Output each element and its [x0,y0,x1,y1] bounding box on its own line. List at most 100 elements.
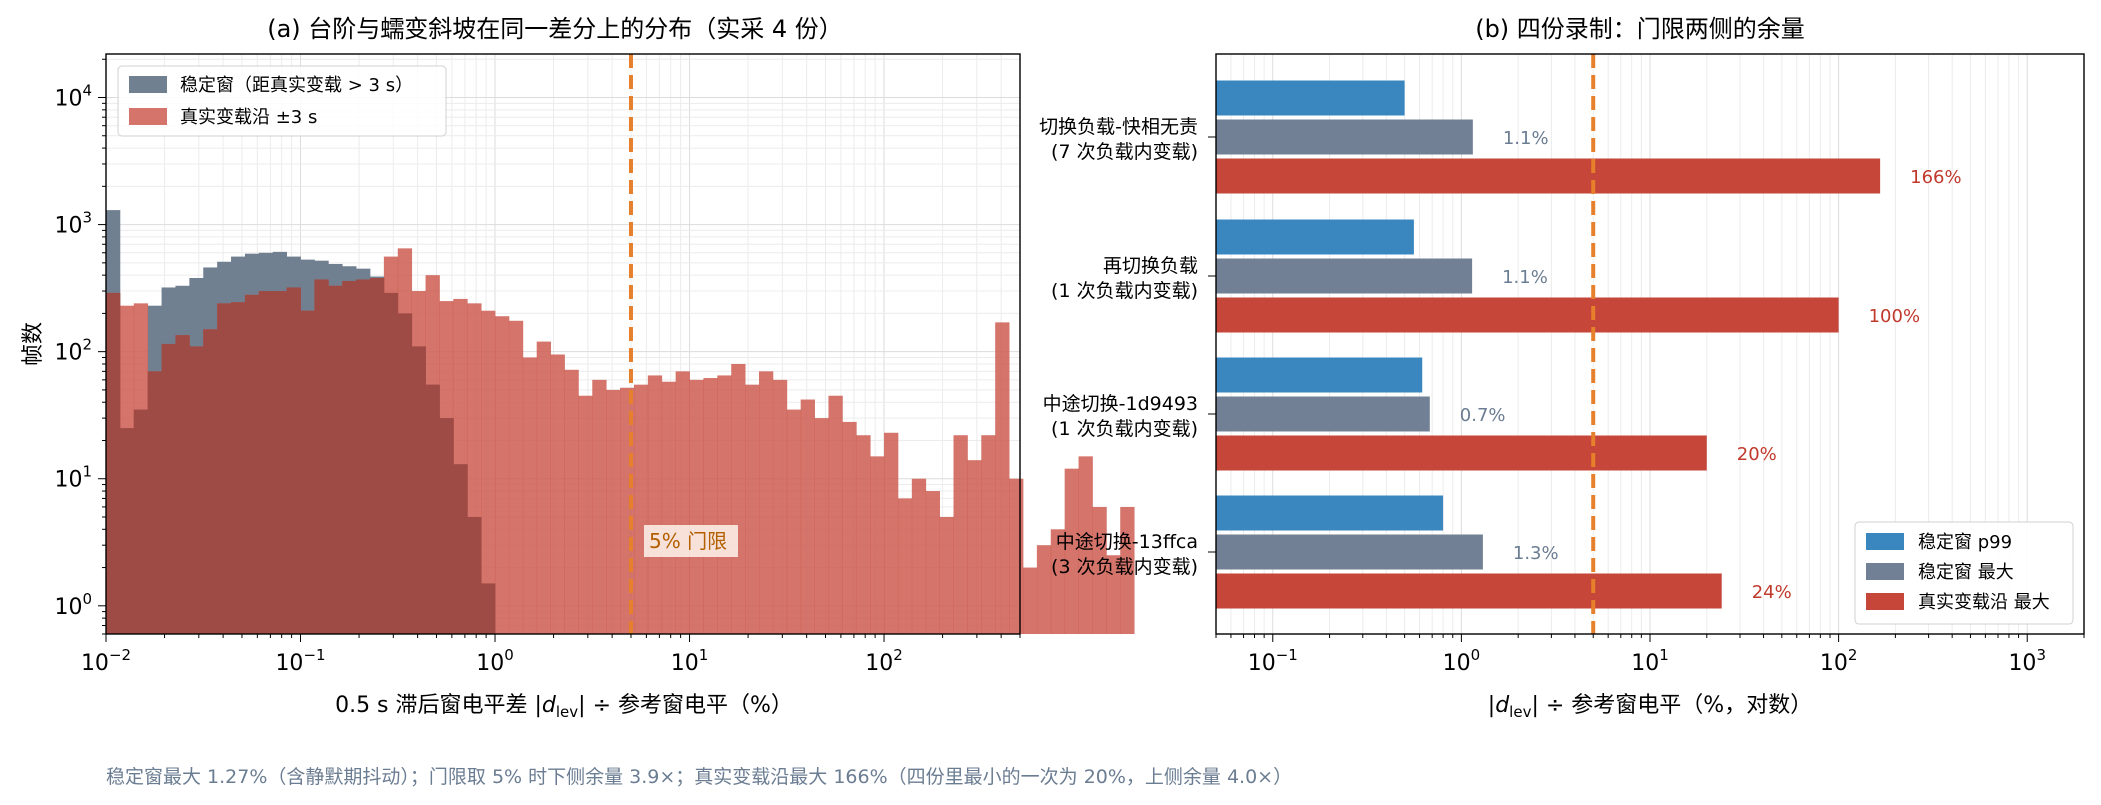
panel-a-bars [106,210,1135,635]
bar-value-label: 1.1% [1503,128,1549,149]
histogram-bar-edge [884,432,899,634]
bar-steady-p99 [1216,495,1444,531]
histogram-bar-overlap [369,277,385,634]
histogram-bar-edge [536,341,551,634]
histogram-bar-edge [1078,456,1093,634]
x-tick-label: 100 [1443,646,1481,676]
x-tick-label: 100 [476,646,514,676]
histogram-bar-edge [786,409,802,634]
legend-b-swatch-steady-max [1866,563,1904,580]
histogram-bar-edge [620,387,635,634]
threshold-label: 5% 门限 [649,529,727,553]
histogram-bar-edge [689,379,704,634]
panel-b-annotations: 1.1% 166% 1.1% 100% 0.7% 20% 1.3% 24% [1460,128,1962,603]
y-tick-label: 101 [54,463,92,493]
legend-b-label-p99: 稳定窗 p99 [1918,532,2012,553]
histogram-bar-edge [745,384,760,634]
histogram-bar-edge [508,320,524,634]
bar-edge-max [1216,435,1707,471]
x-tick-label: 102 [865,646,903,676]
panel-a-xlabel: 0.5 s 滞后窗电平差 |dlev| ÷ 参考窗电平（%） [335,693,793,721]
histogram-bar-edge [981,435,996,634]
histogram-bar-overlap [286,287,301,634]
bar-value-label: 166% [1910,167,1961,188]
histogram-bar-overlap [453,464,468,634]
bar-edge-max [1216,573,1722,609]
histogram-bar-overlap [328,285,343,634]
histogram-bar-overlap [217,303,232,634]
histogram-bar-edge [633,384,649,634]
bar-steady-max [1216,119,1473,155]
histogram-bar-edge [870,456,885,634]
histogram-bar-overlap [147,371,162,634]
bar-steady-max [1216,396,1430,432]
category-label: 切换负载-快相无责 [1039,116,1198,138]
histogram-bar-edge [1050,529,1066,634]
legend-a-label-edge: 真实变载沿 ±3 s [180,107,317,128]
histogram-panel: (a) 台阶与蠕变斜坡在同一差分上的分布（实采 4 份） 5% 门限 10−2 1… [21,15,1135,721]
bar-steady-p99 [1216,357,1423,393]
panel-b-x-ticks: 10−1 100 101 102 103 [1248,646,2046,676]
bar-value-label: 1.1% [1502,267,1548,288]
histogram-bar-edge [1064,468,1079,634]
histogram-bar-edge [1092,506,1107,634]
histogram-bar-overlap [161,343,176,634]
panel-b-xlabel: |dlev| ÷ 参考窗电平（%，对数） [1488,693,1812,721]
bar-value-label: 0.7% [1460,405,1506,426]
histogram-bar-edge [856,435,871,634]
x-tick-label: 102 [1820,646,1858,676]
histogram-bar-overlap [342,280,357,634]
bar-edge-max [1216,297,1839,333]
bar-value-label: 20% [1737,444,1777,465]
panel-b-bars [1216,80,1881,609]
histogram-bar-overlap [300,310,315,634]
category-label: 中途切换-13ffca [1056,531,1198,553]
histogram-bar-edge [925,491,941,634]
histogram-bar-overlap [383,292,399,634]
x-tick-label: 101 [671,646,709,676]
histogram-bar-overlap [425,384,440,634]
panel-a-ylabel: 帧数 [21,322,46,366]
panel-a-title: (a) 台阶与蠕变斜坡在同一差分上的分布（实采 4 份） [267,15,843,43]
histogram-bar-overlap [411,346,426,634]
histogram-bar-overlap [272,291,288,634]
bar-edge-max [1216,158,1881,194]
histogram-bar-overlap [189,346,204,634]
histogram-bar-edge [675,371,690,634]
category-sublabel: (1 次负载内变载) [1051,418,1198,440]
panel-a-frame [105,53,1021,635]
histogram-bar-edge [550,354,565,634]
histogram-bar-overlap [119,428,135,634]
panel-a-y-ticks: 100 101 102 103 104 [54,82,92,620]
legend-b: 稳定窗 p99 稳定窗 最大 真实变载沿 最大 [1854,521,2074,625]
x-tick-label: 10−2 [81,646,131,676]
histogram-bar-edge [759,371,774,634]
histogram-bar-overlap [481,583,496,634]
histogram-bar-edge [495,316,510,634]
bar-steady-max [1216,534,1483,570]
histogram-bar-edge [703,378,718,634]
histogram-bar-overlap [356,279,371,634]
histogram-bar-overlap [397,313,413,634]
legend-a-swatch-edge [129,108,167,125]
histogram-bar-edge [731,363,746,634]
panel-b-frame [1215,53,2085,635]
legend-a-swatch-steady [129,76,167,93]
histogram-bar-edge [897,498,913,634]
y-tick-label: 102 [54,336,92,366]
histogram-bar-edge [772,379,788,634]
x-tick-label: 10−1 [275,646,325,676]
histogram-bar-edge [1106,555,1121,634]
bar-value-label: 24% [1752,582,1792,603]
panel-b-category-labels: 切换负载-快相无责 (7 次负载内变载) 再切换负载 (1 次负载内变载) 中途切换-1… [1039,116,1216,578]
histogram-bar-edge [606,389,621,634]
histogram-bar-edge [800,399,815,634]
histogram-bar-edge [661,381,677,634]
bar-steady-p99 [1216,219,1414,255]
legend-a-label-steady: 稳定窗（距真实变载 > 3 s） [180,75,413,96]
footer-note: 稳定窗最大 1.27%（含静默期抖动）；门限取 5% 时下侧余量 3.9×；真实… [106,766,1293,788]
histogram-bar-overlap [231,302,246,634]
histogram-bar-edge [578,395,593,634]
histogram-bar-edge [842,421,857,634]
